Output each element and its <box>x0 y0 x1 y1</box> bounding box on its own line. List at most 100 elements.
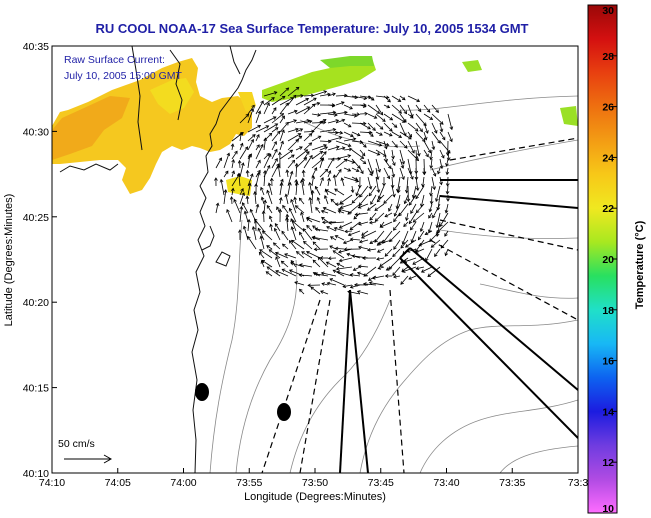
current-vector <box>369 212 377 221</box>
current-vector-head <box>401 241 406 245</box>
current-vector-head <box>310 189 315 194</box>
current-vector-head <box>347 232 352 237</box>
current-vector <box>421 266 433 273</box>
current-vector <box>432 203 441 218</box>
current-vector <box>367 104 380 114</box>
current-vector <box>399 113 407 123</box>
current-vector-head <box>403 223 407 228</box>
current-vector-head <box>444 233 448 237</box>
current-vector-head <box>306 216 310 221</box>
current-vector-head <box>330 198 335 203</box>
current-vector-head <box>257 227 262 232</box>
current-vector <box>420 221 425 232</box>
current-vector <box>335 140 351 147</box>
current-vector-head <box>260 196 265 201</box>
current-vector-head <box>266 102 270 107</box>
current-vector-head <box>404 244 409 248</box>
current-vector <box>274 223 281 232</box>
current-vector-head <box>371 276 376 280</box>
current-vector <box>383 131 393 137</box>
current-vector-head <box>284 193 289 198</box>
current-vector-head <box>254 218 258 222</box>
current-vector-head <box>393 246 397 250</box>
current-vector-head <box>269 223 273 228</box>
colorbar-tick-label: 30 <box>602 5 614 17</box>
current-vector-head <box>388 165 392 170</box>
current-vector <box>255 172 260 187</box>
current-vector-head <box>303 240 307 245</box>
current-vector-head <box>256 171 261 176</box>
current-vector <box>311 175 314 187</box>
current-vector-head <box>309 154 313 159</box>
current-vector-head <box>349 273 354 277</box>
current-vector <box>299 274 313 277</box>
current-vector-head <box>412 261 417 265</box>
current-vector <box>311 158 324 169</box>
current-vector <box>258 252 265 259</box>
current-vector-head <box>358 202 363 207</box>
current-vector-head <box>230 143 235 147</box>
current-vector-head <box>363 121 367 126</box>
current-vector <box>268 249 281 259</box>
current-vector-head <box>249 208 254 213</box>
current-vector-head <box>269 177 274 182</box>
current-vector <box>289 208 297 223</box>
current-vector-head <box>374 207 378 211</box>
current-vector-head <box>298 263 303 267</box>
current-vector <box>375 95 389 98</box>
current-vector <box>263 102 270 115</box>
current-vector-head <box>435 198 439 202</box>
current-vector <box>423 149 429 157</box>
y-axis-label: Latitude (Degrees:Minutes) <box>3 194 15 327</box>
current-vector <box>359 140 367 148</box>
current-vector-head <box>298 135 303 140</box>
current-vector-head <box>260 100 264 105</box>
current-vector <box>278 165 281 178</box>
current-vector <box>446 158 449 167</box>
current-vector-head <box>377 241 382 245</box>
current-vector <box>428 221 433 233</box>
colorbar-tick-label: 28 <box>602 51 614 63</box>
current-vector <box>321 217 329 223</box>
current-vector-head <box>392 193 396 198</box>
current-vector <box>335 158 348 169</box>
current-vector <box>447 131 453 142</box>
current-vector <box>391 122 398 128</box>
current-vector-head <box>398 110 402 114</box>
current-vector-head <box>389 116 394 121</box>
plot-area: 50 cm/s Raw Surface Current: July 10, 20… <box>52 46 578 473</box>
current-vector <box>367 140 382 146</box>
current-vector <box>335 248 345 250</box>
current-vector <box>317 197 321 205</box>
current-vector <box>396 194 401 209</box>
current-vector-head <box>259 235 264 240</box>
current-vector-head <box>376 189 381 194</box>
current-vector <box>259 249 273 259</box>
current-vector-head <box>306 150 310 155</box>
current-vector <box>287 128 299 133</box>
current-vector <box>399 104 407 114</box>
current-vector-head <box>247 154 252 158</box>
current-vector <box>294 281 305 286</box>
current-vector-head <box>332 174 337 178</box>
current-vector-head <box>352 137 357 141</box>
current-vector <box>310 286 321 295</box>
current-vector-head <box>334 202 339 207</box>
current-vector-head <box>311 175 316 179</box>
radar-line-solid-6 <box>349 289 369 473</box>
current-vector-head <box>384 253 389 257</box>
current-vector <box>329 278 345 286</box>
current-vector-head <box>342 240 347 245</box>
current-vector <box>343 176 359 182</box>
colorbar <box>587 4 618 514</box>
current-vector-head <box>346 252 350 257</box>
current-vector <box>279 141 284 151</box>
current-vector-head <box>281 115 285 120</box>
current-vector-head <box>316 196 321 201</box>
current-vector <box>311 144 327 151</box>
current-vector-head <box>426 109 431 113</box>
current-vector-head <box>376 257 380 261</box>
current-vector <box>335 147 345 151</box>
current-vector <box>335 101 345 106</box>
current-vector-head <box>327 256 332 261</box>
